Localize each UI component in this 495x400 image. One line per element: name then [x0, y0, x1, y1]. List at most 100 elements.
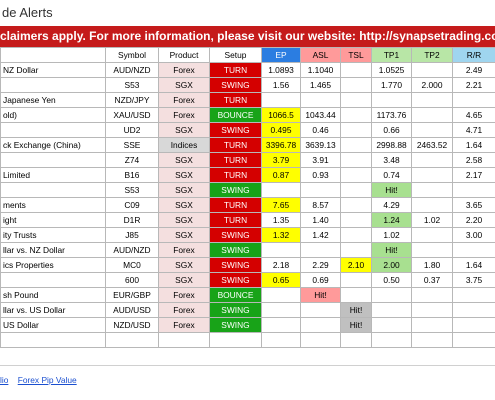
- cell-tp2: [411, 122, 453, 138]
- footer-link-portfolio[interactable]: lio: [0, 375, 9, 385]
- cell-tp1: Hit!: [371, 242, 412, 258]
- cell-ep: 3396.78: [261, 137, 301, 153]
- cell-setup: TURN: [209, 152, 262, 168]
- cell-symbol: SSE: [105, 137, 159, 153]
- cell-tsl: [340, 332, 372, 348]
- cell-symbol: J85: [105, 227, 159, 243]
- cell-symbol: [105, 332, 159, 348]
- table-row[interactable]: S53 SGX SWING Hit!: [0, 182, 495, 198]
- cell-rr: [452, 92, 495, 108]
- cell-tp1: [371, 92, 412, 108]
- table-row[interactable]: llar vs. US Dollar AUD/USD Forex SWING Hit!: [0, 302, 495, 318]
- cell-ep: 1066.5: [261, 107, 301, 123]
- cell-name: Limited: [0, 167, 106, 183]
- cell-tp1: 3.48: [371, 152, 412, 168]
- cell-rr: 1.64: [452, 137, 495, 153]
- cell-setup: TURN: [209, 167, 262, 183]
- cell-rr: [452, 332, 495, 348]
- header-product[interactable]: Product: [158, 47, 210, 63]
- table-row[interactable]: Japanese Yen NZD/JPY Forex TURN: [0, 92, 495, 108]
- cell-tsl: Hit!: [340, 317, 372, 333]
- table-row[interactable]: UD2 SGX SWING 0.495 0.46 0.66 4.71: [0, 122, 495, 138]
- cell-tp2: [411, 167, 453, 183]
- cell-asl: 3639.13: [300, 137, 341, 153]
- cell-tp1: [371, 287, 412, 303]
- cell-asl: [300, 302, 341, 318]
- cell-product: Forex: [158, 317, 210, 333]
- table-row[interactable]: ics Properties MC0 SGX SWING 2.18 2.29 2.10 2.0…: [0, 257, 495, 273]
- cell-symbol: EUR/GBP: [105, 287, 159, 303]
- table-row[interactable]: [0, 332, 495, 348]
- table-row[interactable]: NZ Dollar AUD/NZD Forex TURN 1.0893 1.1040 1.0…: [0, 62, 495, 78]
- cell-tp1: Hit!: [371, 182, 412, 198]
- header-tp2[interactable]: TP2: [411, 47, 453, 63]
- cell-name: ity Trusts: [0, 227, 106, 243]
- cell-tp2: [411, 107, 453, 123]
- cell-symbol: Z74: [105, 152, 159, 168]
- alerts-table: Symbol Product Setup EP ASL TSL TP1 TP2 …: [0, 47, 495, 348]
- cell-name: [0, 122, 106, 138]
- footer-link-forex-pip-value[interactable]: Forex Pip Value: [17, 375, 77, 385]
- table-row[interactable]: Z74 SGX TURN 3.79 3.91 3.48 2.58: [0, 152, 495, 168]
- cell-setup: SWING: [209, 272, 262, 288]
- cell-symbol: B16: [105, 167, 159, 183]
- cell-tp1: 2998.88: [371, 137, 412, 153]
- alerts-table-container: Symbol Product Setup EP ASL TSL TP1 TP2 …: [0, 47, 495, 365]
- header-name: [0, 47, 106, 63]
- cell-tsl: [340, 212, 372, 228]
- cell-product: SGX: [158, 167, 210, 183]
- cell-symbol: MC0: [105, 257, 159, 273]
- cell-ep: 0.65: [261, 272, 301, 288]
- cell-rr: [452, 182, 495, 198]
- table-row[interactable]: ck Exchange (China) SSE Indices TURN 3396.78…: [0, 137, 495, 153]
- table-row[interactable]: sh Pound EUR/GBP Forex BOUNCE Hit!: [0, 287, 495, 303]
- cell-asl: [300, 92, 341, 108]
- table-row[interactable]: ments C09 SGX TURN 7.65 8.57 4.29 3.65: [0, 197, 495, 213]
- table-row[interactable]: old) XAU/USD Forex BOUNCE 1066.5 1043.44 1173.…: [0, 107, 495, 123]
- cell-name: ics Properties: [0, 257, 106, 273]
- cell-tsl: [340, 62, 372, 78]
- cell-name: sh Pound: [0, 287, 106, 303]
- cell-ep: [261, 332, 301, 348]
- table-row[interactable]: 600 SGX SWING 0.65 0.69 0.50 0.37 3.75: [0, 272, 495, 288]
- cell-ep: 7.65: [261, 197, 301, 213]
- cell-product: Indices: [158, 137, 210, 153]
- table-row[interactable]: S53 SGX SWING 1.56 1.465 1.770 2.000 2.21: [0, 77, 495, 93]
- cell-product: Forex: [158, 287, 210, 303]
- cell-rr: 2.17: [452, 167, 495, 183]
- cell-asl: 0.46: [300, 122, 341, 138]
- cell-asl: 1.465: [300, 77, 341, 93]
- cell-product: SGX: [158, 77, 210, 93]
- cell-name: ight: [0, 212, 106, 228]
- header-ep[interactable]: EP: [261, 47, 301, 63]
- header-tsl[interactable]: TSL: [340, 47, 372, 63]
- cell-tp2: [411, 92, 453, 108]
- page-title: de Alerts: [2, 5, 53, 20]
- cell-ep: 1.0893: [261, 62, 301, 78]
- cell-tp2: [411, 182, 453, 198]
- header-tp1[interactable]: TP1: [371, 47, 412, 63]
- cell-ep: 1.35: [261, 212, 301, 228]
- header-asl[interactable]: ASL: [300, 47, 341, 63]
- cell-name: ments: [0, 197, 106, 213]
- cell-product: SGX: [158, 227, 210, 243]
- cell-name: [0, 77, 106, 93]
- cell-ep: [261, 242, 301, 258]
- table-row[interactable]: ity Trusts J85 SGX SWING 1.32 1.42 1.02 3.00: [0, 227, 495, 243]
- cell-rr: 2.58: [452, 152, 495, 168]
- table-row[interactable]: Limited B16 SGX TURN 0.87 0.93 0.74 2.17: [0, 167, 495, 183]
- cell-tp1: 0.50: [371, 272, 412, 288]
- table-row[interactable]: US Dollar NZD/USD Forex SWING Hit!: [0, 317, 495, 333]
- cell-tp1: 1173.76: [371, 107, 412, 123]
- cell-tp2: 2463.52: [411, 137, 453, 153]
- cell-setup: SWING: [209, 242, 262, 258]
- table-row[interactable]: llar vs. NZ Dollar AUD/NZD Forex SWING Hit!: [0, 242, 495, 258]
- header-symbol[interactable]: Symbol: [105, 47, 159, 63]
- table-row[interactable]: ight D1R SGX TURN 1.35 1.40 1.24 1.02 2.20: [0, 212, 495, 228]
- cell-asl: [300, 242, 341, 258]
- cell-symbol: NZD/JPY: [105, 92, 159, 108]
- header-setup[interactable]: Setup: [209, 47, 262, 63]
- cell-tp1: 1.0525: [371, 62, 412, 78]
- header-rr[interactable]: R/R: [452, 47, 495, 63]
- cell-tsl: [340, 287, 372, 303]
